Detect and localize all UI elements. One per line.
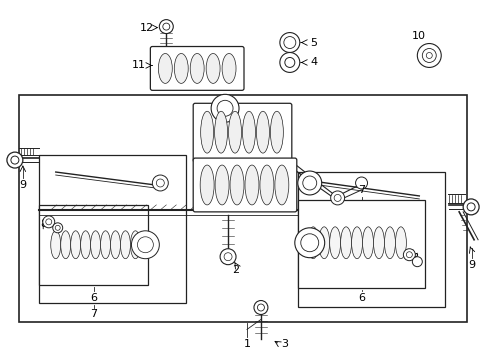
Circle shape [253, 301, 267, 315]
Circle shape [466, 203, 474, 211]
Ellipse shape [51, 231, 61, 259]
Bar [39, 205, 148, 285]
Text: 12: 12 [140, 23, 154, 33]
Ellipse shape [130, 231, 140, 259]
Ellipse shape [200, 165, 214, 205]
Text: 7: 7 [357, 185, 365, 195]
Circle shape [422, 49, 435, 62]
Circle shape [11, 156, 19, 164]
Text: 8: 8 [410, 253, 417, 263]
Circle shape [283, 37, 295, 49]
Circle shape [53, 223, 62, 233]
FancyBboxPatch shape [150, 46, 244, 90]
Ellipse shape [307, 227, 318, 259]
Bar [39, 155, 186, 302]
Circle shape [211, 94, 239, 122]
Text: 1: 1 [243, 339, 250, 349]
Ellipse shape [81, 231, 90, 259]
FancyBboxPatch shape [193, 158, 296, 212]
Ellipse shape [270, 111, 283, 153]
Circle shape [462, 199, 478, 215]
Circle shape [302, 176, 316, 190]
Ellipse shape [190, 54, 203, 84]
Text: 7: 7 [90, 310, 97, 319]
Ellipse shape [395, 227, 406, 259]
Bar [297, 200, 425, 288]
Text: 8: 8 [40, 219, 47, 229]
Circle shape [42, 216, 55, 228]
Ellipse shape [260, 165, 273, 205]
Circle shape [279, 32, 299, 53]
Ellipse shape [256, 111, 269, 153]
Text: 4: 4 [309, 58, 317, 67]
Text: 9: 9 [19, 180, 26, 190]
Ellipse shape [244, 165, 259, 205]
Circle shape [426, 53, 431, 58]
Circle shape [355, 177, 367, 189]
Circle shape [279, 53, 299, 72]
Circle shape [131, 231, 159, 259]
Circle shape [163, 23, 169, 30]
Circle shape [330, 191, 344, 205]
Circle shape [224, 253, 232, 261]
Ellipse shape [318, 227, 329, 259]
Ellipse shape [71, 231, 81, 259]
Circle shape [333, 194, 341, 201]
Text: 6: 6 [90, 293, 97, 302]
Circle shape [406, 252, 411, 258]
Circle shape [300, 234, 318, 252]
Circle shape [7, 152, 23, 168]
Text: 9: 9 [468, 260, 475, 270]
Text: 10: 10 [411, 31, 426, 41]
Ellipse shape [158, 54, 172, 84]
Circle shape [294, 228, 324, 258]
Ellipse shape [222, 54, 236, 84]
Ellipse shape [362, 227, 373, 259]
Bar [297, 172, 444, 306]
Circle shape [217, 100, 233, 116]
Text: 2: 2 [232, 265, 239, 275]
Ellipse shape [351, 227, 362, 259]
Ellipse shape [242, 111, 255, 153]
Ellipse shape [384, 227, 395, 259]
Text: 11: 11 [131, 60, 145, 71]
Circle shape [159, 20, 173, 33]
Ellipse shape [274, 165, 288, 205]
Circle shape [416, 44, 440, 67]
Circle shape [152, 175, 168, 191]
Ellipse shape [340, 227, 351, 259]
Circle shape [55, 225, 60, 230]
Ellipse shape [120, 231, 130, 259]
Text: 5: 5 [309, 37, 317, 48]
Ellipse shape [174, 54, 188, 84]
Ellipse shape [101, 231, 110, 259]
Ellipse shape [214, 111, 227, 153]
Circle shape [297, 171, 321, 195]
Circle shape [411, 257, 422, 267]
Ellipse shape [228, 111, 241, 153]
Circle shape [403, 249, 414, 261]
Circle shape [285, 58, 294, 67]
Circle shape [156, 179, 164, 187]
Ellipse shape [61, 231, 71, 259]
Ellipse shape [215, 165, 228, 205]
Ellipse shape [206, 54, 220, 84]
Ellipse shape [200, 111, 213, 153]
Circle shape [137, 237, 153, 253]
Circle shape [220, 249, 236, 265]
Text: 6: 6 [357, 293, 365, 302]
Ellipse shape [110, 231, 120, 259]
Ellipse shape [329, 227, 340, 259]
Text: 3: 3 [281, 339, 288, 349]
Circle shape [46, 219, 52, 225]
FancyBboxPatch shape [193, 103, 291, 162]
Bar [19, 95, 466, 323]
Ellipse shape [373, 227, 384, 259]
Ellipse shape [229, 165, 244, 205]
Ellipse shape [90, 231, 101, 259]
Circle shape [257, 304, 264, 311]
